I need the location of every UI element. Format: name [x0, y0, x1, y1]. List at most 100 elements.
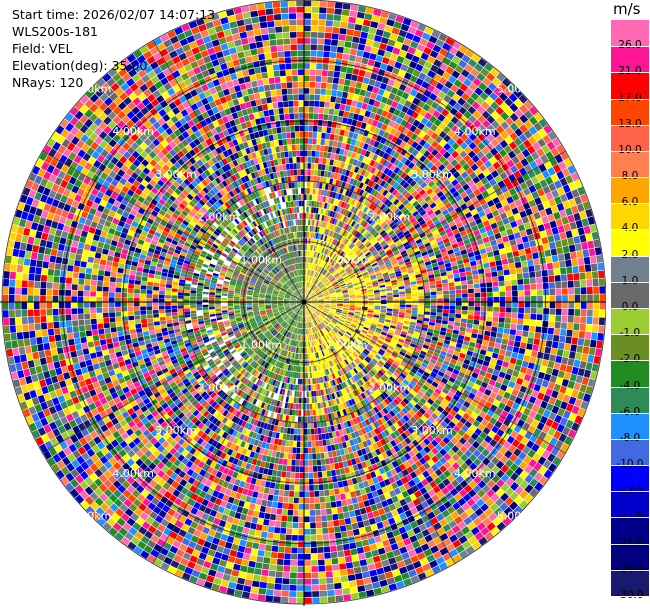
colorbar-tick-label: 17.0 — [611, 92, 649, 104]
range-ring-label: 1.00km — [326, 339, 368, 352]
colorbar-tick-label: 21.0 — [611, 65, 649, 77]
field-text: Field: VEL — [12, 40, 215, 57]
colorbar-tick — [611, 177, 649, 179]
azimuth-spoke — [42, 150, 305, 303]
colorbar-tick — [611, 150, 649, 152]
colorbar-tick-label: -17.0 — [611, 510, 649, 522]
colorbar-segment — [611, 386, 649, 414]
colorbar-tick-label: -13.0 — [611, 484, 649, 496]
colorbar-tick-label: 13.0 — [611, 118, 649, 130]
range-ring — [243, 241, 365, 363]
range-ring-label: 3.00km — [411, 424, 453, 437]
colorbar-segment — [611, 465, 649, 492]
colorbar-tick-label: 1.0 — [611, 275, 649, 287]
range-ring-label: 2.00km — [198, 381, 240, 394]
colorbar-segment — [611, 334, 649, 361]
colorbar-tick-label: -10.0 — [611, 458, 649, 470]
azimuth-spoke — [303, 150, 566, 303]
colorbar-tick — [611, 412, 649, 414]
colorbar-tick-label: 26.0 — [611, 39, 649, 51]
colorbar-tick — [611, 360, 649, 362]
colorbar-segment — [611, 517, 649, 545]
azimuth-spoke — [303, 40, 456, 303]
colorbar-tick — [611, 543, 649, 545]
colorbar-segment — [611, 98, 649, 126]
range-ring-label: 5.00km — [70, 83, 112, 96]
colorbar-segment — [611, 255, 649, 283]
colorbar-segment — [611, 360, 649, 388]
range-ring-label: 2.00km — [198, 211, 240, 224]
colorbar-tick — [611, 255, 649, 257]
colorbar-segment — [611, 281, 649, 309]
colorbar-tick-label: -30.0 — [611, 589, 649, 601]
azimuth-spoke — [42, 301, 305, 454]
range-ring-label: 4.00km — [454, 467, 496, 480]
colorbar-tick-label: -21.0 — [611, 537, 649, 549]
colorbar-tick — [611, 491, 649, 493]
colorbar-tick — [611, 124, 649, 126]
colorbar-tick — [611, 203, 649, 205]
colorbar-tick — [611, 308, 649, 309]
colorbar-tick-label: -26.0 — [611, 563, 649, 575]
colorbar-tick — [611, 596, 649, 597]
velocity-gates — [2, 0, 606, 604]
colorbar-segment — [611, 46, 649, 73]
range-ring-label: 4.00km — [112, 125, 154, 138]
range-ring-label: 1.00km — [241, 253, 283, 266]
colorbar-unit-label: m/s — [613, 0, 640, 18]
range-ring-label: 2.00km — [369, 211, 411, 224]
nrays-text: NRays: 120 — [12, 74, 215, 91]
colorbar-tick-label: -8.0 — [611, 432, 649, 444]
azimuth-spoke — [152, 301, 305, 564]
range-ring-label: 1.00km — [326, 253, 368, 266]
range-ring — [122, 120, 486, 484]
azimuth-spoke — [152, 40, 305, 303]
colorbar-tick-label: 2.0 — [611, 249, 649, 261]
range-ring — [61, 59, 547, 545]
scan-info-panel: Start time: 2026/02/07 14:07:13 WLS200s-… — [12, 6, 215, 91]
colorbar-tick-label: -2.0 — [611, 353, 649, 365]
colorbar-tick — [611, 334, 649, 336]
range-ring-label: 5.00km — [70, 510, 112, 523]
colorbar-tick-label: 10.0 — [611, 144, 649, 156]
colorbar-segment — [611, 124, 649, 152]
range-ring-label: 4.00km — [454, 125, 496, 138]
colorbar-tick — [611, 569, 649, 571]
colorbar-tick-label: -4.0 — [611, 380, 649, 392]
colorbar-tick — [611, 72, 649, 74]
elevation-text: Elevation(deg): 35.00 — [12, 57, 215, 74]
range-ring-label: 3.00km — [155, 424, 197, 437]
colorbar-tick — [611, 438, 649, 440]
colorbar-segment — [611, 412, 649, 440]
colorbar-tick — [611, 281, 649, 283]
station-text: WLS200s-181 — [12, 23, 215, 40]
colorbar-segment — [611, 491, 649, 518]
colorbar-segment — [611, 438, 649, 466]
colorbar-tick-label: -6.0 — [611, 406, 649, 418]
colorbar-segment — [611, 72, 649, 100]
range-ring-label: 4.00km — [112, 467, 154, 480]
colorbar-tick-label: -1.0 — [611, 327, 649, 339]
radar-center-marker — [301, 299, 307, 305]
colorbar-segment — [611, 150, 649, 178]
range-ring — [182, 180, 426, 424]
range-ring-label: 2.00km — [369, 381, 411, 394]
range-ring-label: 3.00km — [411, 168, 453, 181]
start-time-text: Start time: 2026/02/07 14:07:13 — [12, 6, 215, 23]
colorbar-segment — [611, 177, 649, 204]
colorbar-tick-label: 4.0 — [611, 222, 649, 234]
colorbar-segment — [611, 20, 649, 47]
colorbar-tick — [611, 46, 649, 48]
colorbar-tick — [611, 517, 649, 519]
range-rings: 1.00km 1.00km 1.00km 1.00km 2.00km 2.00km 2.00… — [1, 0, 606, 605]
colorbar-tick-label: 8.0 — [611, 170, 649, 182]
colorbar-tick-label: 0.0 — [611, 301, 649, 313]
colorbar-tick — [611, 229, 649, 231]
ppi-scan-plot: 1.00km 1.00km 1.00km 1.00km 2.00km 2.00km 2.00… — [0, 0, 606, 606]
colorbar-segment — [611, 543, 649, 571]
colorbar-tick — [611, 98, 649, 100]
azimuth-spoke — [303, 301, 566, 454]
range-ring-label: 5.00km — [497, 83, 539, 96]
colorbar-segment — [611, 569, 649, 597]
colorbar-tick — [611, 386, 649, 388]
